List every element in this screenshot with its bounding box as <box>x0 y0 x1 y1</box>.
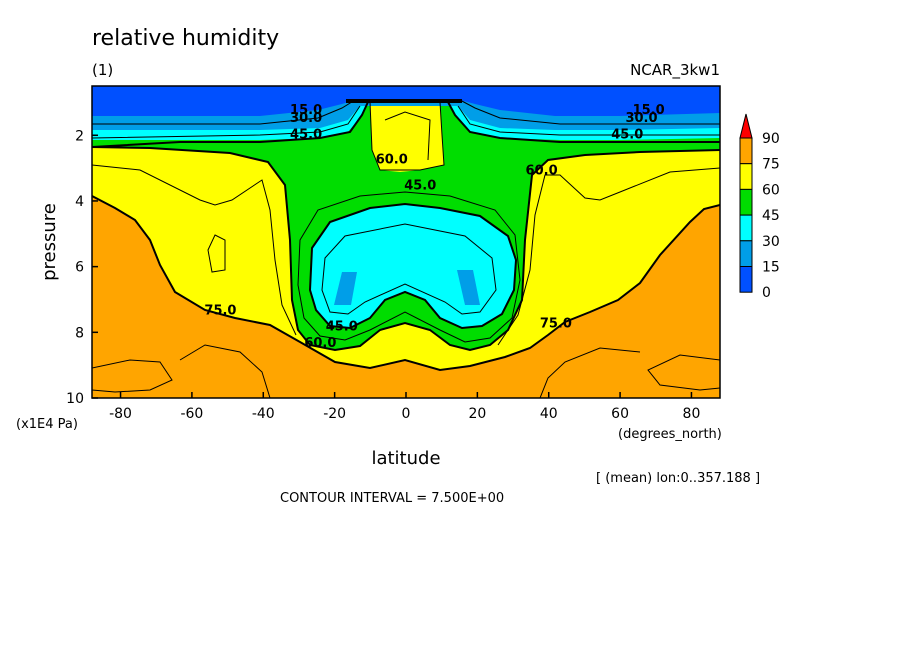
x-tick-label: -40 <box>252 406 275 422</box>
contour-label: 75.0 <box>204 303 236 318</box>
contour-labels: 15.030.045.015.030.045.060.060.045.075.0… <box>204 103 664 351</box>
colorbar-label: 45 <box>762 208 780 224</box>
colorbar-arrow <box>739 113 753 139</box>
y-tick-label: 2 <box>75 128 84 144</box>
contour-68-left <box>92 164 297 336</box>
contour-82-left <box>92 359 173 393</box>
colorbar-swatch <box>739 163 753 190</box>
x-axis: -80 -60 -40 -20 0 20 40 60 80 <box>109 392 700 422</box>
contour-75 <box>92 195 720 372</box>
colorbar-label: 75 <box>762 157 780 173</box>
fill-0-top <box>92 86 720 116</box>
contour-82-mid-left <box>179 344 271 398</box>
colorbar-swatch <box>739 188 753 216</box>
y-units-label: (x1E4 Pa) <box>16 417 78 432</box>
contour-label: 15.0 <box>290 103 322 118</box>
chart-subtitle: (1) <box>92 61 113 79</box>
x-tick-label: 0 <box>402 406 411 422</box>
colorbar-label: 30 <box>762 234 780 250</box>
colorbar-label: 0 <box>762 285 771 301</box>
chart-title: relative humidity <box>92 26 279 51</box>
fill-15-left <box>334 272 357 305</box>
fill-60-top <box>370 102 444 172</box>
contour-82-right <box>647 354 720 391</box>
colorbar-swatch <box>739 137 753 165</box>
x-tick-label: -80 <box>109 406 132 422</box>
fill-15-right <box>457 270 480 305</box>
contour-label: 30.0 <box>290 111 322 126</box>
contour-37 <box>321 223 497 315</box>
contour-45 <box>308 202 518 330</box>
contour-30-top <box>92 105 720 139</box>
contour-label: 45.0 <box>290 128 322 143</box>
y-tick-label: 8 <box>75 325 84 341</box>
x-tick-label: 20 <box>468 406 486 422</box>
contour-label: 30.0 <box>625 111 657 126</box>
x-units-label: (degrees_north) <box>618 427 722 442</box>
x-tick-label: 40 <box>540 406 558 422</box>
contour-label: 75.0 <box>540 316 572 331</box>
dataset-label: NCAR_3kw1 <box>630 61 720 80</box>
colorbar-label: 15 <box>762 260 780 276</box>
contour-52 <box>297 191 521 343</box>
contour-label: 60.0 <box>304 336 336 351</box>
contour-label: 45.0 <box>611 128 643 143</box>
colorbar-label: 90 <box>762 131 780 147</box>
contour-label: 60.0 <box>526 164 558 179</box>
contour-label: 15.0 <box>633 103 665 118</box>
contour-fills <box>92 86 720 398</box>
contour-15-top <box>92 99 720 125</box>
x-axis-label: latitude <box>371 448 440 469</box>
mean-note: [ (mean) lon:0..357.188 ] <box>596 471 760 486</box>
x-tick-label: -60 <box>180 406 203 422</box>
x-tick-label: -20 <box>323 406 346 422</box>
colorbar-label: 60 <box>762 182 780 198</box>
y-axis-label: pressure <box>39 203 60 281</box>
contour-lines <box>92 99 720 398</box>
contour-interval-text: CONTOUR INTERVAL = 7.500E+00 <box>280 491 504 506</box>
colorbar-swatch <box>739 240 753 268</box>
colorbar: 90 75 60 45 30 15 0 <box>739 113 780 301</box>
colorbar-swatch <box>739 266 753 293</box>
contour-label: 45.0 <box>326 320 358 335</box>
colorbar-swatch <box>739 214 753 242</box>
contour-label: 60.0 <box>376 152 408 167</box>
contour-68-right <box>497 167 720 346</box>
contour-label: 45.0 <box>404 179 436 194</box>
contour-60-cap <box>369 101 445 171</box>
contour-60 <box>92 146 720 352</box>
y-axis: 2 4 6 8 10 <box>66 128 98 407</box>
contour-82-mid-right <box>539 347 641 398</box>
y-tick-label: 4 <box>75 194 84 210</box>
x-tick-label: 60 <box>611 406 629 422</box>
contour-cap-inner <box>384 111 431 161</box>
contour-45-top <box>92 101 720 148</box>
contour-82-blob-left <box>207 234 226 273</box>
y-tick-label: 10 <box>66 391 84 407</box>
y-tick-label: 6 <box>75 260 84 276</box>
x-tick-label: 80 <box>683 406 701 422</box>
